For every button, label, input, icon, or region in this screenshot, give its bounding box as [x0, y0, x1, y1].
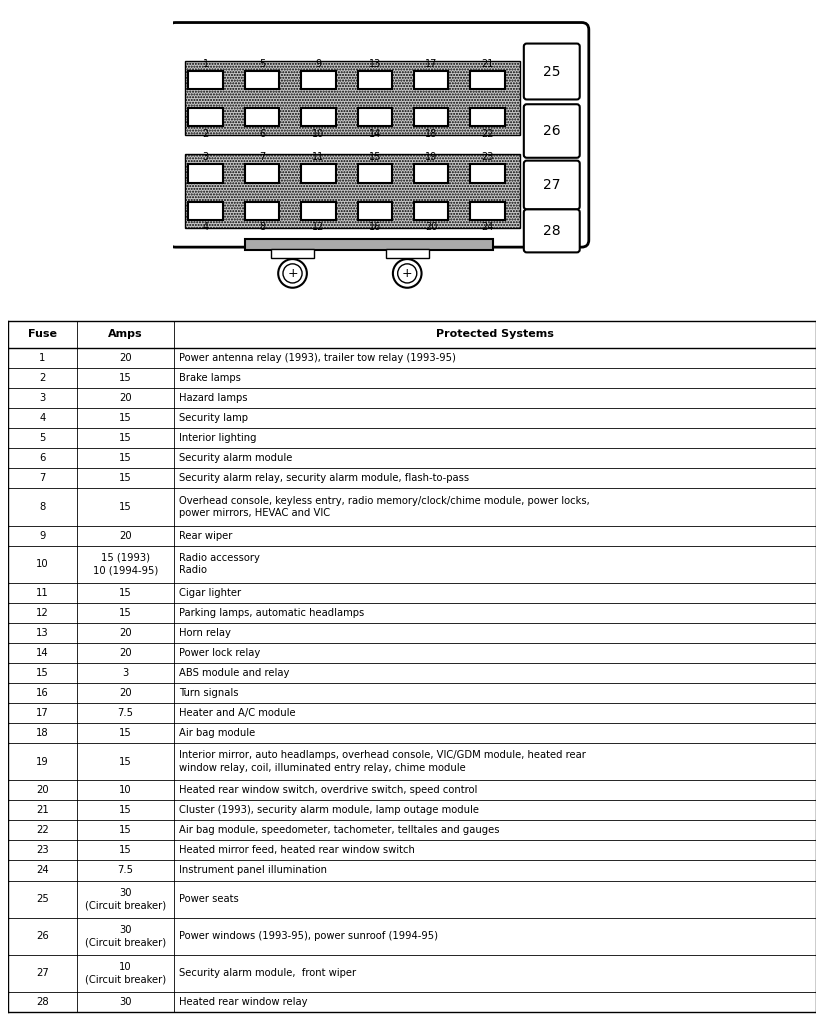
Text: 21: 21	[36, 805, 49, 815]
Text: Security alarm module,  front wiper: Security alarm module, front wiper	[179, 969, 356, 978]
Text: 11: 11	[312, 153, 325, 162]
Text: Air bag module, speedometer, tachometer, telltales and gauges: Air bag module, speedometer, tachometer,…	[179, 825, 499, 836]
Text: Overhead console, keyless entry, radio memory/clock/chime module, power locks,
p: Overhead console, keyless entry, radio m…	[179, 496, 589, 518]
Text: Security alarm relay, security alarm module, flash-to-pass: Security alarm relay, security alarm mod…	[179, 473, 469, 483]
Text: 27: 27	[36, 969, 49, 978]
Text: 23: 23	[481, 153, 494, 162]
Bar	[185, 154, 519, 228]
Text: 3: 3	[40, 393, 45, 403]
Text: Radio accessory
Radio: Radio accessory Radio	[179, 553, 260, 575]
Text: 15: 15	[119, 825, 132, 836]
Bar	[301, 202, 335, 220]
Text: 30
(Circuit breaker): 30 (Circuit breaker)	[85, 888, 166, 910]
Text: 15: 15	[119, 454, 132, 463]
Text: 4: 4	[40, 414, 45, 423]
Text: 18: 18	[36, 728, 49, 738]
Text: 25: 25	[543, 65, 560, 79]
Text: Heater and A/C module: Heater and A/C module	[179, 708, 295, 718]
Text: 20: 20	[119, 688, 132, 698]
Text: Power windows (1993-95), power sunroof (1994-95): Power windows (1993-95), power sunroof (…	[179, 931, 438, 941]
Text: Instrument panel illumination: Instrument panel illumination	[179, 865, 326, 876]
Text: 14: 14	[368, 129, 381, 138]
Text: 22: 22	[481, 129, 494, 138]
Text: 26: 26	[543, 124, 560, 138]
Bar	[301, 72, 335, 89]
FancyBboxPatch shape	[168, 23, 589, 247]
Bar	[245, 202, 279, 220]
Text: 21: 21	[481, 59, 494, 69]
Text: 15: 15	[368, 153, 381, 162]
Text: Parking lamps, automatic headlamps: Parking lamps, automatic headlamps	[179, 608, 364, 617]
Bar	[358, 72, 392, 89]
Text: 7: 7	[259, 153, 265, 162]
Text: 11: 11	[36, 588, 49, 598]
Text: 17: 17	[36, 708, 49, 718]
FancyBboxPatch shape	[524, 104, 580, 158]
Bar	[471, 109, 505, 126]
Text: 20: 20	[425, 222, 438, 232]
Text: 15 (1993)
10 (1994-95): 15 (1993) 10 (1994-95)	[93, 553, 158, 575]
Text: Air bag module: Air bag module	[179, 728, 255, 738]
Text: 2: 2	[40, 373, 46, 383]
Text: Amps: Amps	[108, 330, 143, 340]
Text: 28: 28	[36, 996, 49, 1007]
Text: Cigar lighter: Cigar lighter	[179, 588, 241, 598]
Text: 15: 15	[119, 757, 132, 767]
Text: 5: 5	[40, 433, 46, 443]
Text: Heated rear window switch, overdrive switch, speed control: Heated rear window switch, overdrive swi…	[179, 785, 477, 796]
Text: 16: 16	[36, 688, 49, 698]
Bar	[414, 202, 448, 220]
Text: 6: 6	[40, 454, 46, 463]
Text: 24: 24	[481, 222, 494, 232]
Bar	[414, 109, 448, 126]
Text: Horn relay: Horn relay	[179, 628, 231, 638]
Text: Turn signals: Turn signals	[179, 688, 238, 698]
Text: 20: 20	[119, 530, 132, 541]
Text: 10: 10	[119, 785, 132, 796]
Text: Security alarm module: Security alarm module	[179, 454, 292, 463]
Text: 6: 6	[259, 129, 265, 138]
Text: +: +	[402, 267, 413, 280]
Text: 15: 15	[119, 846, 132, 855]
Bar	[301, 109, 335, 126]
Bar	[301, 165, 335, 182]
Text: 13: 13	[36, 628, 49, 638]
Text: 7.5: 7.5	[117, 865, 133, 876]
Text: 5: 5	[259, 59, 265, 69]
FancyBboxPatch shape	[524, 161, 580, 209]
Text: Power antenna relay (1993), trailer tow relay (1993-95): Power antenna relay (1993), trailer tow …	[179, 353, 456, 364]
Text: 8: 8	[259, 222, 265, 232]
Text: 3: 3	[203, 153, 208, 162]
Circle shape	[393, 259, 422, 288]
FancyBboxPatch shape	[524, 44, 580, 99]
Text: Rear wiper: Rear wiper	[179, 530, 232, 541]
Text: 19: 19	[425, 153, 438, 162]
Text: 1: 1	[203, 59, 208, 69]
Bar	[414, 72, 448, 89]
Bar	[358, 165, 392, 182]
Bar	[189, 165, 222, 182]
Text: 26: 26	[36, 931, 49, 941]
Text: 30: 30	[119, 996, 132, 1007]
Text: Hazard lamps: Hazard lamps	[179, 393, 247, 403]
Text: 9: 9	[40, 530, 46, 541]
Text: 18: 18	[425, 129, 438, 138]
Text: 12: 12	[36, 608, 49, 617]
Text: 14: 14	[36, 648, 49, 657]
Bar	[271, 249, 314, 258]
Bar	[189, 202, 222, 220]
Bar	[245, 239, 494, 250]
Text: 10: 10	[312, 129, 325, 138]
Text: 20: 20	[36, 785, 49, 796]
Circle shape	[398, 264, 417, 283]
Text: 9: 9	[316, 59, 321, 69]
Text: 8: 8	[40, 502, 45, 512]
Text: Heated mirror feed, heated rear window switch: Heated mirror feed, heated rear window s…	[179, 846, 414, 855]
Text: 4: 4	[203, 222, 208, 232]
Text: 20: 20	[119, 393, 132, 403]
Text: 20: 20	[119, 628, 132, 638]
Bar	[245, 165, 279, 182]
Text: 15: 15	[119, 728, 132, 738]
Text: Security lamp: Security lamp	[179, 414, 248, 423]
Text: 10: 10	[36, 559, 49, 569]
